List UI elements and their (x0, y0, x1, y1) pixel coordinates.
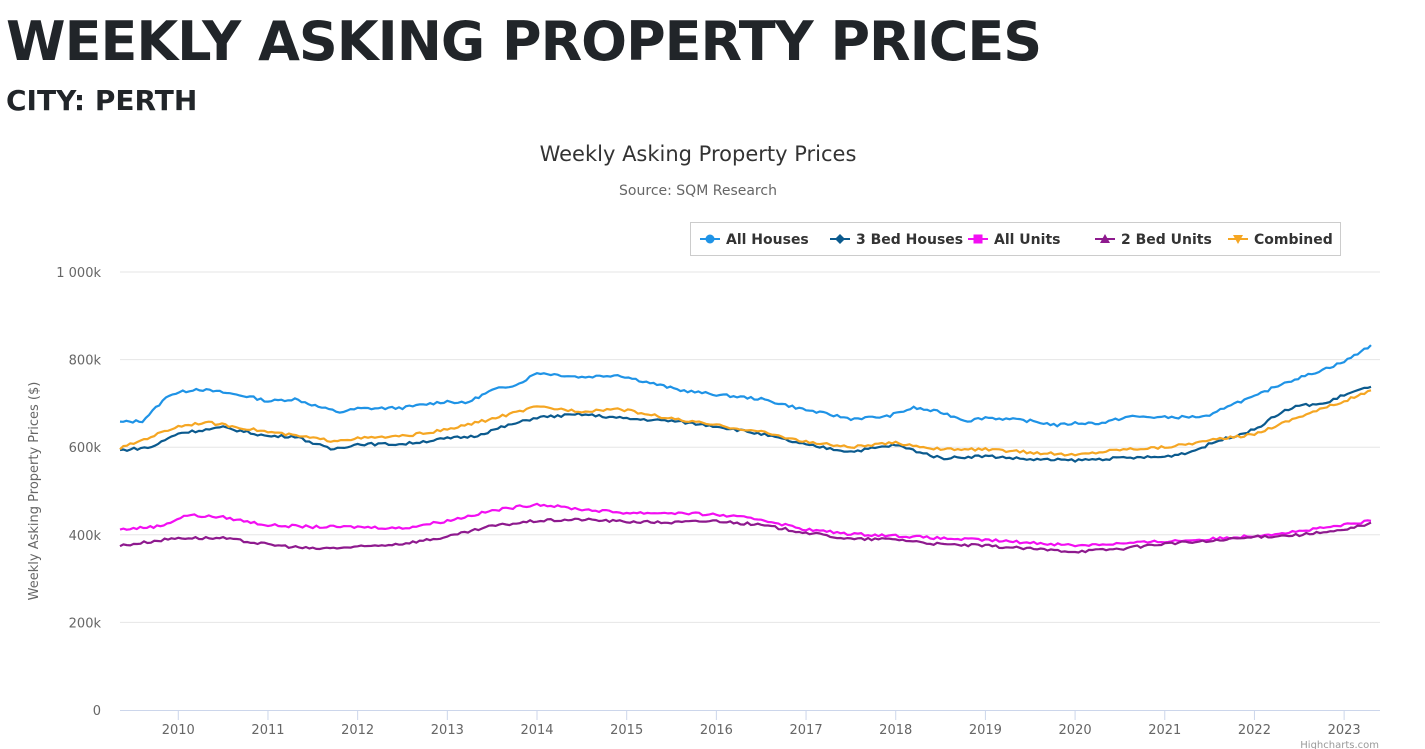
x-tick-label: 2014 (520, 723, 553, 738)
legend-item-combined[interactable]: Combined (1228, 232, 1333, 248)
x-tick-label: 2012 (341, 723, 374, 738)
x-tick-label: 2015 (610, 723, 643, 738)
y-tick-label: 0 (93, 704, 101, 719)
triangle-marker-icon (1100, 234, 1110, 243)
legend-item-all-houses[interactable]: All Houses (700, 232, 809, 248)
x-tick-label: 2019 (969, 723, 1002, 738)
legend-label: All Units (994, 232, 1060, 248)
chart-subtitle: Source: SQM Research (619, 183, 777, 199)
legend-label: All Houses (726, 232, 809, 248)
x-tick-label: 2016 (700, 723, 733, 738)
x-tick-label: 2013 (431, 723, 464, 738)
diamond-marker-icon (835, 234, 845, 244)
legend-item-all-units[interactable]: All Units (968, 232, 1060, 248)
legend-item-2-bed-units[interactable]: 2 Bed Units (1095, 232, 1212, 248)
x-tick-label: 2018 (879, 723, 912, 738)
legend-label: Combined (1254, 232, 1333, 248)
x-tick-label: 2011 (251, 723, 284, 738)
y-tick-label: 600k (69, 441, 102, 456)
y-axis-title: Weekly Asking Property Prices ($) (27, 382, 42, 601)
legend-label: 2 Bed Units (1121, 232, 1212, 248)
credits[interactable]: Highcharts.com (1300, 740, 1379, 749)
x-tick-label: 2022 (1238, 723, 1271, 738)
page-title: WEEKLY ASKING PROPERTY PRICES (6, 10, 1042, 73)
city-subtitle: CITY: PERTH (6, 84, 198, 117)
y-tick-label: 1 000k (56, 266, 101, 281)
y-tick-label: 400k (69, 529, 102, 544)
series-line-2-bed-units (119, 517, 1372, 554)
x-tick-label: 2021 (1148, 723, 1181, 738)
series-line-all-houses (119, 344, 1372, 428)
square-marker-icon (973, 234, 983, 244)
x-tick-label: 2023 (1328, 723, 1361, 738)
circle-marker-icon (705, 234, 715, 244)
y-tick-label: 800k (69, 354, 102, 369)
x-tick-label: 2017 (790, 723, 823, 738)
x-tick-label: 2010 (162, 723, 195, 738)
x-tick-label: 2020 (1059, 723, 1092, 738)
legend-label: 3 Bed Houses (856, 232, 963, 248)
y-tick-label: 200k (69, 616, 102, 631)
triangle-down-marker-icon (1233, 235, 1243, 244)
legend: All Houses 3 Bed Houses All Units 2 Bed Uni… (690, 222, 1341, 256)
chart-title: Weekly Asking Property Prices (540, 142, 857, 166)
series-line-all-units (119, 502, 1372, 548)
legend-item-3-bed-houses[interactable]: 3 Bed Houses (830, 232, 963, 248)
series-line-combined (119, 389, 1372, 457)
